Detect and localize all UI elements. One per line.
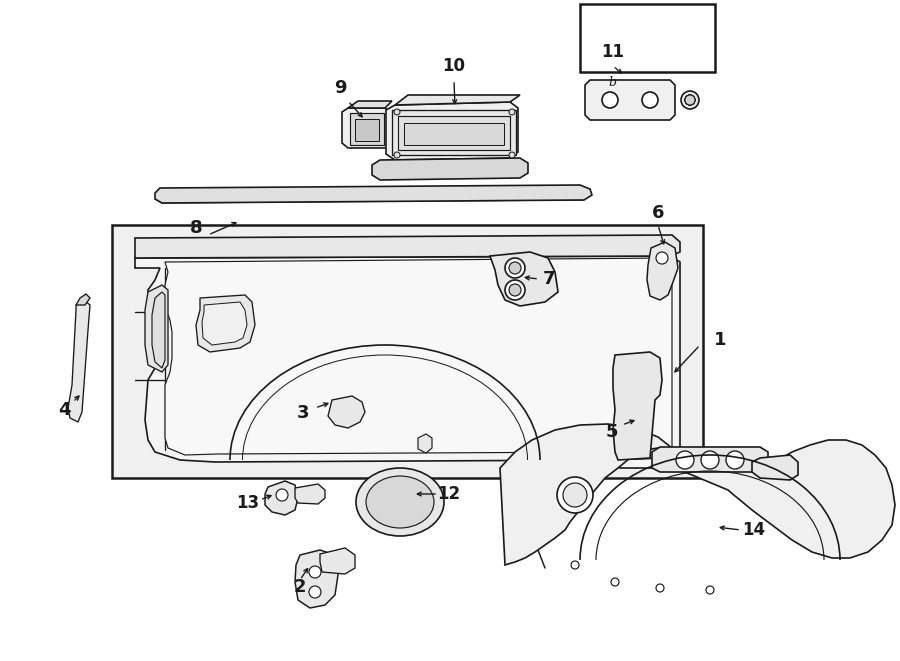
Circle shape <box>701 451 719 469</box>
Circle shape <box>685 95 695 105</box>
Bar <box>350 113 384 145</box>
Polygon shape <box>295 550 338 608</box>
Circle shape <box>685 95 695 105</box>
Circle shape <box>394 152 400 158</box>
Circle shape <box>676 451 694 469</box>
Text: 2: 2 <box>293 578 306 596</box>
Circle shape <box>509 284 521 296</box>
Polygon shape <box>342 108 390 148</box>
Polygon shape <box>348 101 392 108</box>
Polygon shape <box>372 158 528 180</box>
Circle shape <box>509 109 515 115</box>
Circle shape <box>505 258 525 278</box>
Text: 8: 8 <box>190 219 203 237</box>
Polygon shape <box>135 256 680 468</box>
Polygon shape <box>386 102 518 160</box>
Polygon shape <box>145 285 168 372</box>
Bar <box>392 110 516 155</box>
Text: 12: 12 <box>437 485 461 503</box>
Circle shape <box>276 489 288 501</box>
Bar <box>404 123 504 145</box>
Polygon shape <box>418 434 432 453</box>
Polygon shape <box>135 235 680 258</box>
Polygon shape <box>613 352 662 460</box>
Polygon shape <box>155 185 592 203</box>
Bar <box>112 225 703 478</box>
Circle shape <box>309 586 321 598</box>
Text: 10: 10 <box>443 57 465 75</box>
Polygon shape <box>585 80 675 120</box>
Circle shape <box>394 109 400 115</box>
Text: 5: 5 <box>606 423 618 441</box>
Circle shape <box>685 95 695 105</box>
Polygon shape <box>752 455 798 480</box>
Polygon shape <box>320 548 355 574</box>
Text: 14: 14 <box>742 521 766 539</box>
Text: 11: 11 <box>601 43 625 61</box>
Bar <box>398 116 510 150</box>
Polygon shape <box>295 484 325 504</box>
Circle shape <box>505 280 525 300</box>
Circle shape <box>726 451 744 469</box>
Ellipse shape <box>366 476 434 528</box>
Text: 1: 1 <box>714 331 726 349</box>
Polygon shape <box>647 242 678 300</box>
Circle shape <box>656 584 664 592</box>
Circle shape <box>681 91 699 109</box>
Polygon shape <box>652 447 768 472</box>
Polygon shape <box>328 396 365 428</box>
Polygon shape <box>202 302 247 345</box>
Text: 7: 7 <box>543 270 555 288</box>
Text: 3: 3 <box>297 404 310 422</box>
Polygon shape <box>265 481 298 515</box>
Text: 9: 9 <box>334 79 346 97</box>
Circle shape <box>611 578 619 586</box>
Polygon shape <box>152 292 165 368</box>
Circle shape <box>509 152 515 158</box>
Circle shape <box>642 92 658 108</box>
Circle shape <box>557 477 593 513</box>
Circle shape <box>685 95 695 105</box>
Text: 4: 4 <box>58 401 70 419</box>
Bar <box>355 119 379 141</box>
Polygon shape <box>196 295 255 352</box>
Polygon shape <box>76 294 90 305</box>
Circle shape <box>563 483 587 507</box>
Text: 6: 6 <box>652 204 664 222</box>
Bar <box>580 4 715 72</box>
Ellipse shape <box>356 468 444 536</box>
Circle shape <box>309 566 321 578</box>
Circle shape <box>602 92 618 108</box>
Polygon shape <box>490 252 558 306</box>
Circle shape <box>685 95 695 105</box>
Circle shape <box>571 561 579 569</box>
Circle shape <box>509 262 521 274</box>
Text: b: b <box>608 77 616 89</box>
Circle shape <box>706 586 714 594</box>
Polygon shape <box>395 95 520 105</box>
Circle shape <box>685 95 695 105</box>
Polygon shape <box>165 258 672 460</box>
Circle shape <box>656 252 668 264</box>
Polygon shape <box>500 424 895 565</box>
Polygon shape <box>68 300 90 422</box>
Text: 13: 13 <box>237 494 259 512</box>
